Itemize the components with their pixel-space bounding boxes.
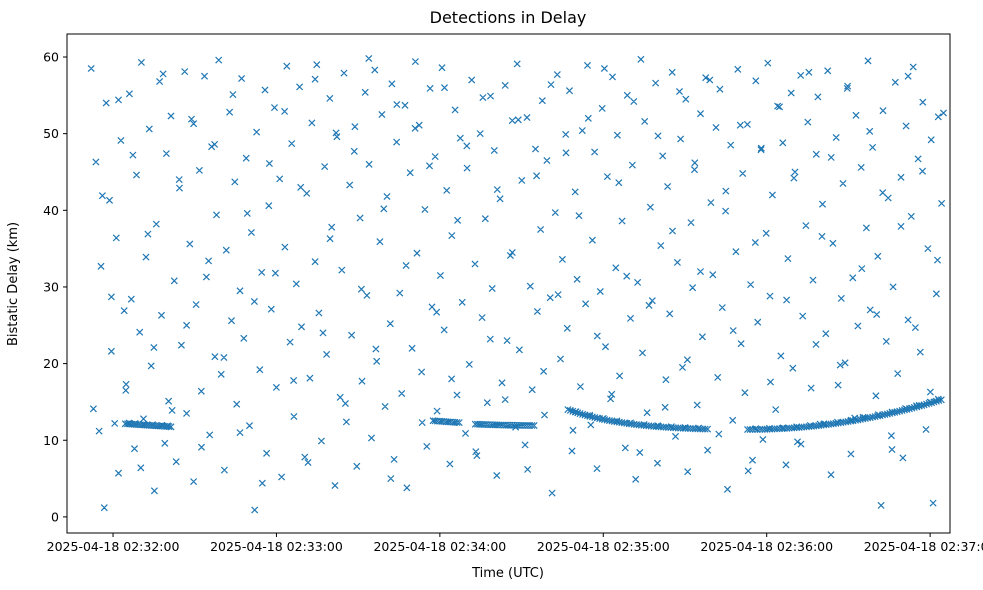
x-tick-label: 2025-04-18 02:36:00 <box>700 539 833 554</box>
y-tick-label: 0 <box>51 509 59 524</box>
x-tick-label: 2025-04-18 02:34:00 <box>373 539 506 554</box>
series-track-5-markers <box>744 395 945 434</box>
chart-title: Detections in Delay <box>430 8 587 27</box>
series-track-1-markers <box>121 419 175 431</box>
axes: 2025-04-18 02:32:00 2025-04-18 02:33:00 20… <box>43 33 983 554</box>
series-background-detections-markers <box>87 54 948 514</box>
series-track-2-markers <box>429 417 463 427</box>
y-tick-label: 30 <box>43 279 59 294</box>
series-track-4-markers <box>564 406 712 433</box>
y-tick-label: 10 <box>43 433 59 448</box>
y-tick-label: 50 <box>43 126 59 141</box>
x-tick-label: 2025-04-18 02:33:00 <box>210 539 343 554</box>
x-tick-label: 2025-04-18 02:37:00 <box>864 539 983 554</box>
y-tick-label: 60 <box>43 49 59 64</box>
x-tick-label: 2025-04-18 02:35:00 <box>537 539 670 554</box>
x-axis-label: Time (UTC) <box>471 566 544 581</box>
series-track-3-markers <box>471 420 538 430</box>
plot-area <box>66 33 951 534</box>
y-axis-label: Bistatic Delay (km) <box>6 222 21 346</box>
y-tick-label: 20 <box>43 356 59 371</box>
y-tick-label: 40 <box>43 203 59 218</box>
x-tick-label: 2025-04-18 02:32:00 <box>47 539 180 554</box>
data-points <box>87 54 948 514</box>
